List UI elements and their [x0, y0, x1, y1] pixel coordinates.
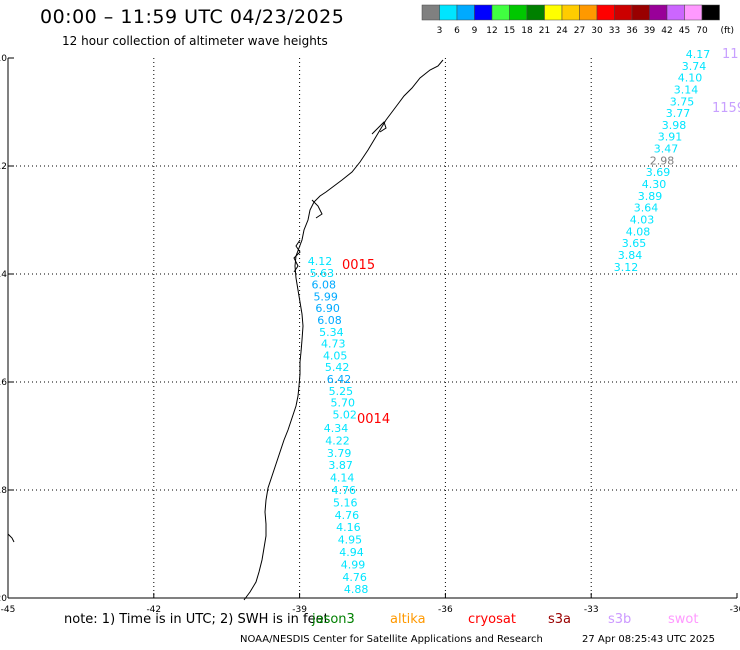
pass-time-label: 1159 — [712, 101, 740, 116]
satellite-legend-item: jason3 — [312, 612, 355, 627]
footer-timestamp: 27 Apr 08:25:43 UTC 2025 — [582, 634, 715, 645]
colorbar-label: 12 — [486, 26, 497, 36]
wave-height-value: 5.02 — [332, 408, 357, 421]
x-tick-label: -42 — [146, 605, 161, 612]
colorbar-label: 18 — [521, 26, 533, 36]
axis-labels: -45 -42 -39 -36 -33 -30 -10 -12 -14 -16 -18 -20 — [0, 54, 740, 612]
x-tick-label: -36 — [438, 605, 453, 612]
pass-time-label: 0014 — [357, 412, 390, 427]
wave-height-value: 3.69 — [646, 166, 671, 179]
wave-height-value: 4.76 — [332, 484, 357, 497]
x-tick-label: -39 — [292, 605, 307, 612]
wave-height-value: 4.03 — [630, 213, 655, 226]
wave-height-value: 3.87 — [328, 459, 353, 472]
wave-height-value: 6.08 — [312, 279, 337, 292]
pass-time-label: 0015 — [342, 258, 375, 273]
wave-height-value: 4.73 — [321, 338, 346, 351]
colorbar-label: 36 — [626, 26, 638, 36]
wave-height-value: 4.76 — [342, 571, 367, 584]
wave-height-value: 4.88 — [344, 583, 369, 596]
wave-height-value: 4.16 — [336, 521, 361, 534]
wave-height-tracks: 4.125.636.085.996.906.085.344.734.055.42… — [308, 47, 740, 596]
wave-height-value: 6.08 — [317, 314, 342, 327]
coastline-detail — [7, 121, 387, 543]
colorbar-label: 30 — [591, 26, 603, 36]
page-title: 00:00 – 11:59 UTC 04/23/2025 — [40, 6, 345, 28]
wave-height-value: 4.08 — [626, 225, 651, 238]
colorbar-label: 45 — [679, 26, 690, 36]
wave-height-value: 5.42 — [325, 361, 350, 374]
wave-height-value: 3.64 — [634, 202, 659, 215]
colorbar-label: 33 — [609, 26, 620, 36]
wave-height-value: 3.14 — [674, 83, 699, 96]
wave-height-value: 4.17 — [686, 48, 711, 61]
wave-height-value: 5.34 — [319, 326, 344, 339]
wave-height-value: 5.25 — [329, 385, 354, 398]
colorbar-label: 39 — [644, 26, 656, 36]
page-subtitle: 12 hour collection of altimeter wave hei… — [62, 34, 328, 48]
wave-height-value: 3.91 — [658, 131, 683, 144]
satellite-legend-item: s3a — [548, 612, 572, 627]
y-tick-label: -20 — [0, 594, 7, 604]
colorbar-swatch — [701, 4, 720, 21]
wave-height-value: 4.99 — [341, 558, 366, 571]
wave-height-value: 3.79 — [327, 447, 352, 460]
wave-height-value: 3.12 — [614, 261, 639, 274]
map-grid — [7, 57, 738, 599]
x-tick-label: -45 — [1, 605, 16, 612]
wave-height-value: 4.76 — [335, 509, 360, 522]
wave-height-value: 5.70 — [331, 397, 356, 410]
wave-height-value: 3.77 — [666, 107, 691, 120]
y-tick-label: -12 — [0, 162, 7, 172]
wave-height-value: 4.94 — [339, 546, 364, 559]
colorbar-label: 24 — [556, 26, 568, 36]
wave-height-value: 4.12 — [308, 255, 333, 268]
pass-time-label: 11 — [722, 47, 739, 62]
colorbar-label: 15 — [504, 26, 515, 36]
wave-height-value: 5.99 — [313, 290, 338, 303]
satellite-legend-item: cryosat — [468, 612, 516, 627]
wave-height-value: 3.75 — [670, 95, 695, 108]
wave-height-value: 4.22 — [325, 434, 350, 447]
x-tick-label: -30 — [730, 605, 740, 612]
wave-height-value: 4.14 — [330, 472, 355, 485]
wave-height-value: 4.30 — [642, 178, 667, 191]
colorbar-label: 9 — [472, 26, 478, 36]
x-tick-label: -33 — [584, 605, 599, 612]
wave-height-colorbar: 3 6 9 12 15 18 21 24 27 30 33 36 39 42 45 70 (ft) — [421, 4, 735, 36]
wave-height-value: 5.16 — [333, 496, 358, 509]
wave-height-value: 3.74 — [682, 60, 707, 73]
wave-height-value: 4.05 — [323, 349, 348, 362]
wave-height-value: 4.34 — [324, 422, 349, 435]
wave-height-value: 4.10 — [678, 72, 703, 85]
y-tick-label: -18 — [0, 486, 7, 496]
colorbar-label: 27 — [574, 26, 585, 36]
y-tick-label: -16 — [0, 378, 7, 388]
satellite-legend-item: swot — [668, 612, 699, 627]
y-tick-label: -10 — [0, 54, 7, 64]
wave-height-value: 6.90 — [315, 302, 340, 315]
colorbar-label: 42 — [661, 26, 672, 36]
wave-height-value: 3.84 — [618, 249, 643, 262]
wave-height-value: 4.95 — [338, 534, 363, 547]
wave-height-value: 3.65 — [622, 237, 647, 250]
colorbar-label: 6 — [454, 26, 460, 36]
colorbar-unit-label: (ft) — [721, 26, 735, 36]
wave-height-value: 5.63 — [310, 267, 335, 280]
satellite-legend-item: s3b — [608, 612, 632, 627]
colorbar-label: 21 — [539, 26, 550, 36]
wave-height-value: 2.98 — [650, 154, 675, 167]
altimeter-map: -45 -42 -39 -36 -33 -30 -10 -12 -14 -16 -18 -20 4.1… — [0, 47, 740, 612]
wave-height-value: 3.47 — [654, 143, 679, 156]
wave-height-value: 6.42 — [327, 373, 352, 386]
colorbar-label: 70 — [696, 26, 708, 36]
y-tick-label: -14 — [0, 270, 7, 280]
wave-height-value: 3.98 — [662, 119, 687, 132]
wave-height-value: 3.89 — [638, 190, 663, 203]
colorbar-label: 3 — [437, 26, 443, 36]
coastline — [243, 59, 444, 601]
satellite-legend-item: altika — [390, 612, 426, 627]
footer-organization: NOAA/NESDIS Center for Satellite Applica… — [240, 634, 543, 645]
units-note: note: 1) Time is in UTC; 2) SWH is in fe… — [64, 612, 329, 627]
